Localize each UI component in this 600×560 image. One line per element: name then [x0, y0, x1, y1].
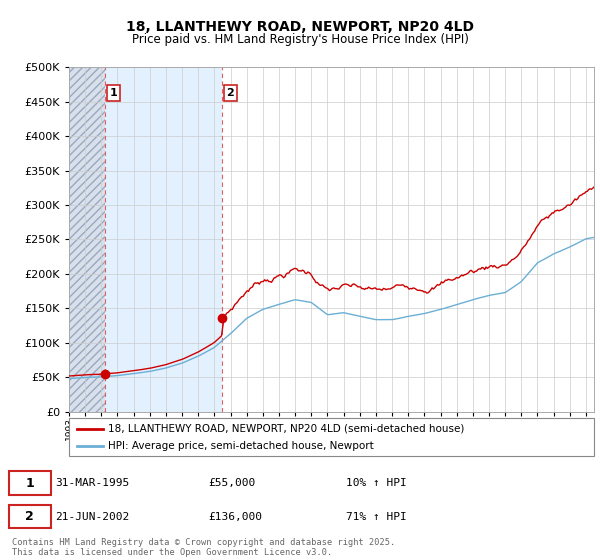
Text: 31-MAR-1995: 31-MAR-1995: [55, 478, 130, 488]
FancyBboxPatch shape: [9, 472, 50, 494]
Text: £55,000: £55,000: [208, 478, 255, 488]
Text: £136,000: £136,000: [208, 511, 262, 521]
Text: 18, LLANTHEWY ROAD, NEWPORT, NP20 4LD (semi-detached house): 18, LLANTHEWY ROAD, NEWPORT, NP20 4LD (s…: [109, 423, 465, 433]
Text: 2: 2: [226, 88, 234, 98]
Text: 1: 1: [25, 477, 34, 489]
Text: 71% ↑ HPI: 71% ↑ HPI: [346, 511, 407, 521]
Bar: [69, 67, 106, 412]
Text: Price paid vs. HM Land Registry's House Price Index (HPI): Price paid vs. HM Land Registry's House …: [131, 32, 469, 46]
Text: 18, LLANTHEWY ROAD, NEWPORT, NP20 4LD: 18, LLANTHEWY ROAD, NEWPORT, NP20 4LD: [126, 20, 474, 34]
Text: HPI: Average price, semi-detached house, Newport: HPI: Average price, semi-detached house,…: [109, 441, 374, 451]
Text: 10% ↑ HPI: 10% ↑ HPI: [346, 478, 407, 488]
Text: Contains HM Land Registry data © Crown copyright and database right 2025.
This d: Contains HM Land Registry data © Crown c…: [12, 538, 395, 557]
Text: 21-JUN-2002: 21-JUN-2002: [55, 511, 130, 521]
Text: 2: 2: [25, 510, 34, 523]
Text: 1: 1: [109, 88, 117, 98]
Bar: [106, 67, 223, 412]
FancyBboxPatch shape: [9, 505, 50, 528]
FancyBboxPatch shape: [69, 418, 594, 456]
